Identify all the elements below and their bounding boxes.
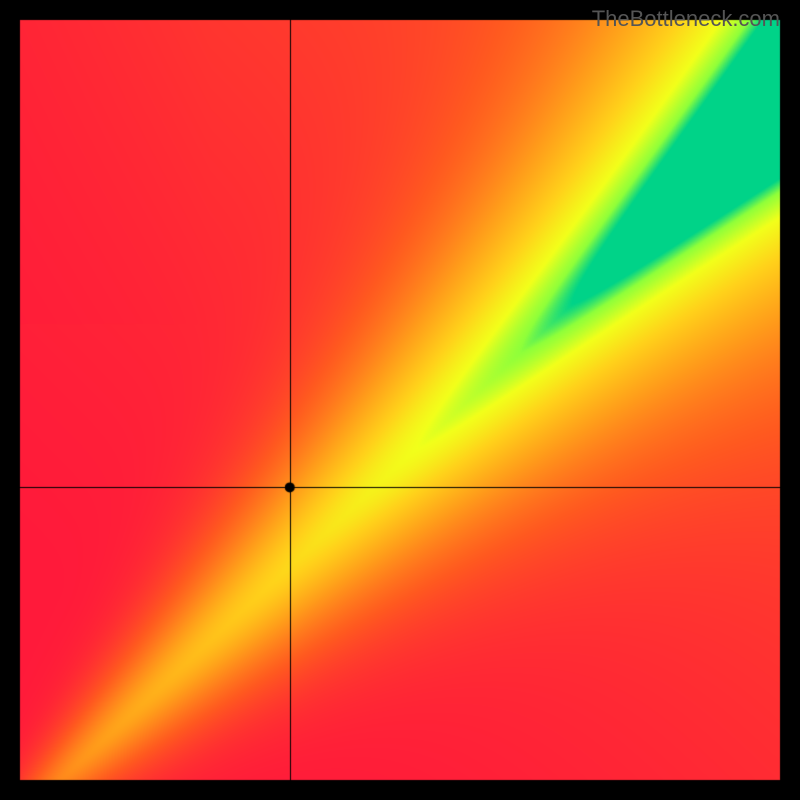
watermark-text: TheBottleneck.com xyxy=(592,6,780,32)
heatmap-canvas xyxy=(0,0,800,800)
heatmap-chart xyxy=(0,0,800,800)
